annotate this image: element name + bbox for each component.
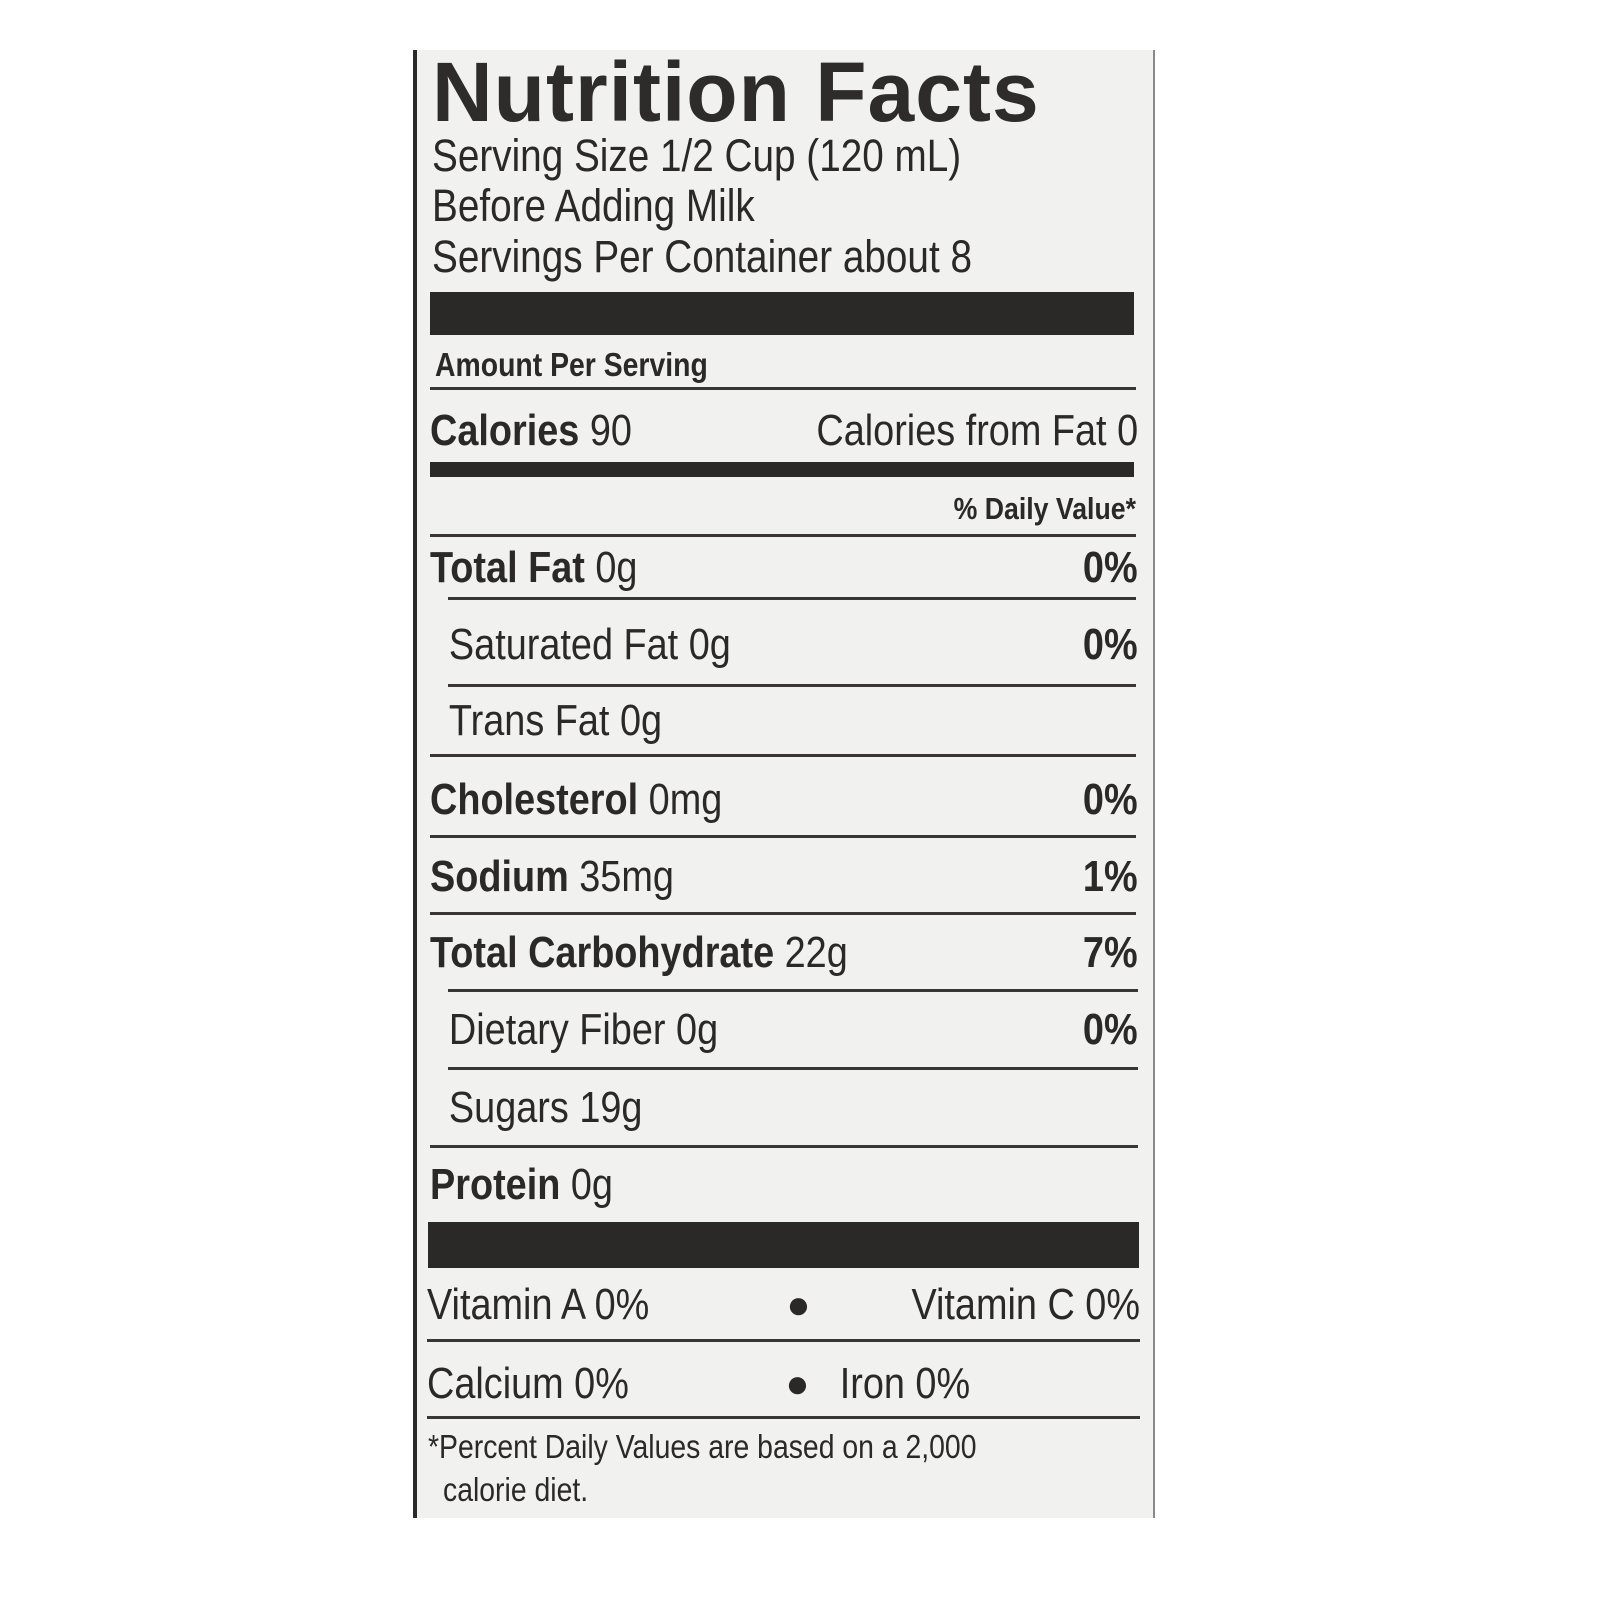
thick-divider xyxy=(428,1222,1139,1268)
medium-divider xyxy=(430,462,1134,477)
divider xyxy=(427,1416,1140,1419)
serving-size: Serving Size 1/2 Cup (120 mL) xyxy=(432,130,962,181)
serving-note: Before Adding Milk xyxy=(432,180,755,231)
nutrient-row-saturated-fat: Saturated Fat 0g 0% xyxy=(448,620,1138,669)
bullet-icon: ● xyxy=(786,1283,811,1327)
divider xyxy=(430,912,1136,915)
divider xyxy=(430,1145,1138,1148)
nutrient-row-cholesterol: Cholesterol 0mg 0% xyxy=(430,775,1138,824)
divider xyxy=(430,387,1136,390)
amount-per-serving: Amount Per Serving xyxy=(435,346,708,383)
divider xyxy=(448,684,1136,687)
divider xyxy=(430,835,1136,838)
vitamin-row-1: Vitamin A 0% ● Vitamin C 0% xyxy=(427,1280,1140,1329)
thick-divider xyxy=(430,292,1134,335)
label-title: Nutrition Facts xyxy=(432,45,1040,139)
divider xyxy=(430,534,1136,537)
calories-row: Calories 90 Calories from Fat 0 xyxy=(430,405,1138,457)
nutrient-row-sugars: Sugars 19g xyxy=(448,1083,643,1132)
divider xyxy=(448,989,1138,992)
nutrient-row-trans-fat: Trans Fat 0g xyxy=(448,696,663,745)
footnote-line-2: calorie diet. xyxy=(443,1471,589,1508)
divider xyxy=(427,1339,1140,1342)
nutrient-row-total-carbohydrate: Total Carbohydrate 22g 7% xyxy=(430,928,1138,977)
calories-from-fat: Calories from Fat 0 xyxy=(816,406,1138,455)
divider xyxy=(448,597,1136,600)
nutrient-row-total-fat: Total Fat 0g 0% xyxy=(430,543,1138,592)
bullet-icon: ● xyxy=(785,1362,810,1406)
servings-per-container: Servings Per Container about 8 xyxy=(432,231,972,282)
divider xyxy=(430,754,1136,757)
footnote-line-1: *Percent Daily Values are based on a 2,0… xyxy=(428,1428,977,1465)
vitamin-row-2: Calcium 0% ● Iron 0% xyxy=(427,1359,971,1408)
calories-value: 90 xyxy=(589,406,632,455)
divider xyxy=(448,1067,1138,1070)
nutrient-row-protein: Protein 0g xyxy=(430,1160,613,1209)
daily-value-header: % Daily Value* xyxy=(953,491,1136,526)
nutrient-row-dietary-fiber: Dietary Fiber 0g 0% xyxy=(448,1005,1138,1054)
calories-label: Calories xyxy=(430,406,580,455)
nutrient-row-sodium: Sodium 35mg 1% xyxy=(430,852,1138,901)
